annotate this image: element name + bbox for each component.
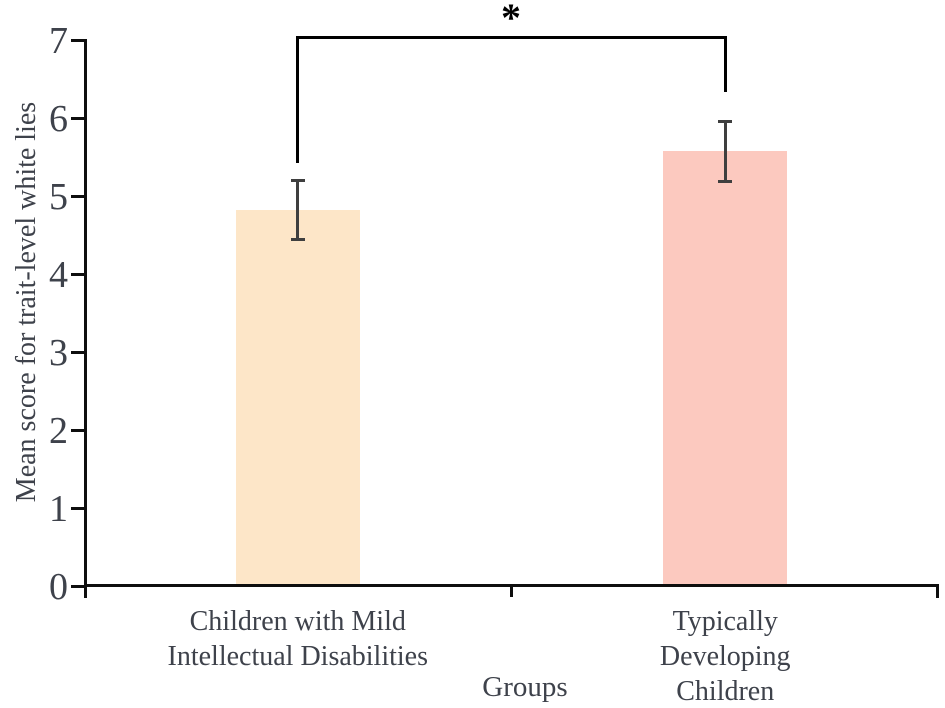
error-bar-line <box>296 179 300 239</box>
y-axis-title: Mean score for trait-level white lies <box>11 101 42 503</box>
error-bar-cap-bottom <box>290 237 305 241</box>
bar <box>663 150 788 584</box>
x-category-label: Typically Developing Children <box>659 606 791 707</box>
y-tick-label: 7 <box>49 20 68 62</box>
y-tick <box>71 39 84 42</box>
y-tick <box>71 507 84 510</box>
y-tick <box>71 195 84 198</box>
significance-bracket-top <box>296 36 727 39</box>
y-tick-label: 3 <box>49 332 68 374</box>
error-bar-line <box>723 121 727 182</box>
x-axis-title: Groups <box>482 671 568 703</box>
y-tick <box>71 273 84 276</box>
y-axis-line <box>84 39 87 598</box>
y-tick-label: 4 <box>49 254 68 296</box>
y-tick <box>71 585 84 588</box>
y-tick <box>71 429 84 432</box>
x-axis-end-tick <box>936 587 939 598</box>
error-bar-cap-top <box>718 120 733 124</box>
error-bar-cap-bottom <box>718 180 733 184</box>
y-tick-label: 5 <box>49 176 68 218</box>
y-tick-label: 0 <box>49 566 68 608</box>
bar <box>235 210 360 584</box>
y-tick-label: 2 <box>49 410 68 452</box>
error-bar-cap-top <box>290 178 305 182</box>
y-tick <box>71 351 84 354</box>
x-mid-tick <box>510 587 513 597</box>
y-tick <box>71 117 84 120</box>
significance-bracket-right-arm <box>723 36 727 92</box>
significance-asterisk: * <box>501 0 521 40</box>
significance-bracket-left-arm <box>296 36 300 163</box>
x-category-label: Children with Mild Intellectual Disabili… <box>167 606 428 672</box>
y-tick-label: 1 <box>49 488 68 530</box>
y-tick-label: 6 <box>49 98 68 140</box>
x-axis-line <box>84 584 939 587</box>
